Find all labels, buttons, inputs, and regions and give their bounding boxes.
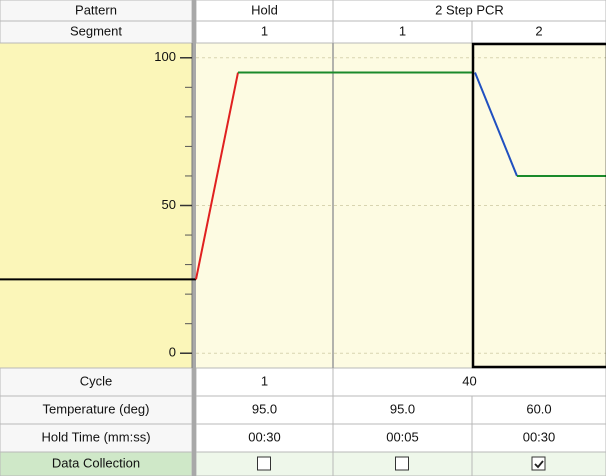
checkmark [534,460,544,469]
cycle-value: 1 [261,373,268,388]
temperature-value: 95.0 [390,401,415,416]
row-label: Cycle [80,373,113,388]
row-label: Segment [70,23,122,38]
row-label: Data Collection [52,455,140,470]
segment-number: 1 [261,23,268,38]
hold_time-value: 00:30 [523,429,556,444]
checkbox[interactable] [395,456,409,471]
row-label: Pattern [75,2,117,17]
temperature-value: 95.0 [252,401,277,416]
axis-panel [0,43,192,368]
hold_time-value: 00:30 [248,429,281,444]
pattern-name: Hold [251,2,278,17]
y-tick-label: 100 [154,49,176,64]
checkbox[interactable] [531,456,546,471]
y-tick-label: 50 [162,197,176,212]
y-tick-label: 0 [169,345,176,360]
row-label: Temperature (deg) [43,401,150,416]
segment-number: 1 [399,23,406,38]
cell [195,367,606,397]
segment-number: 2 [535,23,542,38]
cycle-value: 40 [462,373,476,388]
ramp-line [195,72,239,280]
pattern-name: 2 Step PCR [435,2,504,17]
checkbox[interactable] [257,456,271,471]
ramp-line [474,72,518,177]
row-label: Hold Time (mm:ss) [41,429,150,444]
selection-frame [471,42,606,369]
column-separator [192,0,196,476]
hold_time-value: 00:05 [386,429,419,444]
temperature-value: 60.0 [526,401,551,416]
